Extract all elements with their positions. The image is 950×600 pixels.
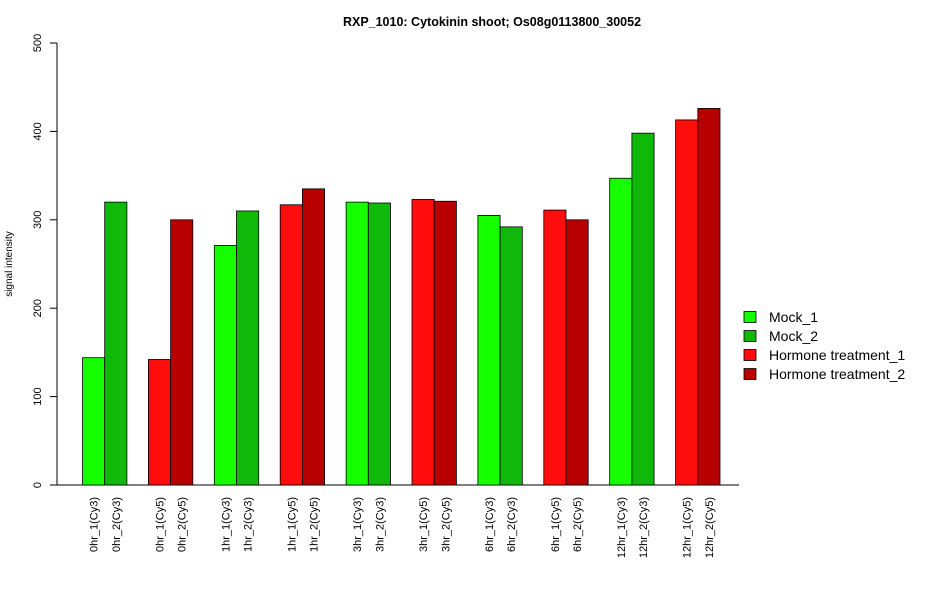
x-tick-label: 12hr_2(Cy5): [704, 497, 716, 558]
x-tick-label: 3hr_1(Cy5): [418, 497, 430, 552]
bar: [279, 204, 303, 486]
legend-label: Hormone treatment_1: [769, 347, 905, 363]
x-tick-label: 6hr_1(Cy5): [550, 497, 562, 552]
legend: Mock_1 Mock_2 Hormone treatment_1 Hormone t…: [743, 309, 905, 382]
legend-swatch: [743, 311, 757, 323]
x-tick-label: 1hr_2(Cy3): [243, 497, 255, 552]
x-tick-label: 0hr_2(Cy3): [111, 497, 123, 552]
x-tick-label: 12hr_1(Cy3): [616, 497, 628, 558]
x-tick-label: 0hr_1(Cy5): [155, 497, 167, 552]
legend-swatch: [743, 330, 757, 342]
bar: [697, 108, 721, 486]
bar: [345, 201, 369, 486]
y-axis-label: signal intensity: [4, 231, 15, 297]
x-tick-label: 3hr_2(Cy3): [374, 497, 386, 552]
x-tick-label: 6hr_1(Cy3): [484, 497, 496, 552]
legend-label: Mock_1: [769, 309, 818, 325]
x-tick-label: 3hr_1(Cy3): [352, 497, 364, 552]
y-tick-label: 400: [32, 122, 44, 140]
x-tick-label: 12hr_2(Cy3): [638, 497, 650, 558]
bar: [433, 200, 457, 486]
bar: [477, 214, 501, 486]
bar: [411, 199, 435, 486]
bar: [213, 245, 237, 486]
bar: [565, 219, 589, 486]
x-tick-labels: 0hr_1(Cy3) 0hr_2(Cy3) 0hr_1(Cy5) 0hr_2(Cy5)…: [89, 497, 716, 558]
x-tick-label: 1hr_1(Cy3): [220, 497, 232, 552]
y-tick-label: 0: [32, 482, 44, 488]
y-axis: 0 100 200 300 400 500: [32, 34, 58, 488]
bar: [147, 359, 171, 486]
x-tick-label: 6hr_2(Cy3): [506, 497, 518, 552]
y-tick-label: 200: [32, 299, 44, 317]
chart-title: RXP_1010: Cytokinin shoot; Os08g0113800_…: [343, 15, 641, 29]
bar: [609, 177, 633, 486]
bar: [367, 202, 391, 486]
bar: [499, 226, 523, 486]
x-tick-label: 1hr_1(Cy5): [286, 497, 298, 552]
bar: [543, 209, 567, 486]
bar: [82, 357, 106, 486]
legend-swatch: [743, 368, 757, 380]
bar: [170, 219, 194, 486]
x-tick-label: 3hr_2(Cy5): [440, 497, 452, 552]
x-tick-label: 0hr_2(Cy5): [177, 497, 189, 552]
y-tick-label: 300: [32, 211, 44, 229]
bar: [631, 132, 655, 486]
bar: [104, 201, 128, 486]
y-tick-label: 100: [32, 387, 44, 405]
legend-swatch: [743, 349, 757, 361]
legend-label: Mock_2: [769, 328, 818, 344]
x-tick-label: 6hr_2(Cy5): [572, 497, 584, 552]
x-tick-label: 1hr_2(Cy5): [309, 497, 321, 552]
bar: [236, 210, 260, 486]
x-tick-label: 12hr_1(Cy5): [682, 497, 694, 558]
bars-group: [82, 108, 721, 486]
x-tick-label: 0hr_1(Cy3): [89, 497, 101, 552]
bar: [675, 119, 699, 486]
legend-label: Hormone treatment_2: [769, 366, 905, 382]
y-tick-label: 500: [32, 34, 44, 52]
bar: [301, 188, 325, 486]
